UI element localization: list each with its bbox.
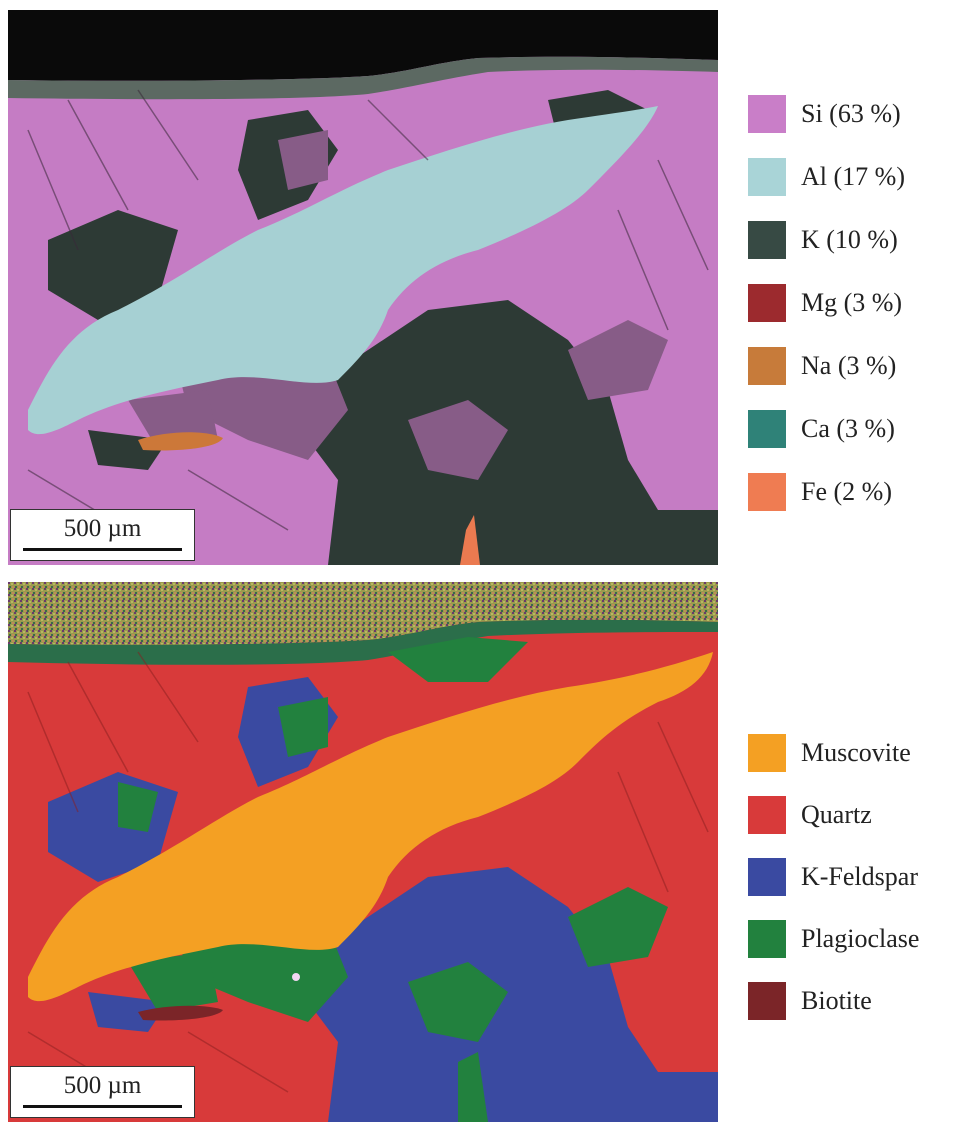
legend-label: Muscovite bbox=[801, 738, 911, 767]
legend-swatch bbox=[748, 796, 786, 834]
legend-item-k-feldspar: K-Feldspar bbox=[748, 846, 919, 908]
legend-item-al: Al (17 %) bbox=[748, 145, 905, 208]
scale-bar-label: 500 µm bbox=[63, 515, 142, 542]
legend-item-si: Si (63 %) bbox=[748, 82, 905, 145]
mineral-legend: Muscovite Quartz K-Feldspar Plagioclase … bbox=[748, 722, 919, 1032]
legend-swatch bbox=[748, 409, 786, 448]
legend-swatch bbox=[748, 982, 786, 1020]
phase-map-image bbox=[8, 582, 718, 1122]
eds-element-map: 500 µm bbox=[8, 10, 718, 565]
legend-item-quartz: Quartz bbox=[748, 784, 919, 846]
legend-label: Plagioclase bbox=[801, 924, 920, 953]
legend-swatch bbox=[748, 94, 786, 133]
legend-item-k: K (10 %) bbox=[748, 208, 905, 271]
legend-item-na: Na (3 %) bbox=[748, 334, 905, 397]
eds-map-image bbox=[8, 10, 718, 565]
legend-swatch bbox=[748, 920, 786, 958]
scale-bar: 500 µm bbox=[10, 509, 195, 561]
legend-item-plagioclase: Plagioclase bbox=[748, 908, 919, 970]
legend-item-mg: Mg (3 %) bbox=[748, 271, 905, 334]
scale-bar-label: 500 µm bbox=[63, 1072, 142, 1099]
legend-item-biotite: Biotite bbox=[748, 970, 919, 1032]
legend-swatch bbox=[748, 283, 786, 322]
legend-label: K (10 %) bbox=[801, 224, 898, 254]
legend-label: Fe (2 %) bbox=[801, 476, 892, 506]
legend-label: K-Feldspar bbox=[801, 862, 918, 891]
legend-swatch bbox=[748, 858, 786, 896]
legend-item-muscovite: Muscovite bbox=[748, 722, 919, 784]
legend-swatch bbox=[748, 734, 786, 772]
scale-bar-line bbox=[23, 1105, 182, 1108]
mineral-phase-map: 500 µm bbox=[8, 582, 718, 1122]
legend-swatch bbox=[748, 346, 786, 385]
scale-bar-line bbox=[23, 548, 182, 551]
legend-swatch bbox=[748, 157, 786, 196]
legend-label: Quartz bbox=[801, 800, 872, 829]
element-legend: Si (63 %) Al (17 %) K (10 %) Mg (3 %) Na… bbox=[748, 82, 905, 523]
legend-swatch bbox=[748, 472, 786, 511]
legend-swatch bbox=[748, 220, 786, 259]
legend-item-ca: Ca (3 %) bbox=[748, 397, 905, 460]
legend-label: Na (3 %) bbox=[801, 350, 897, 380]
legend-label: Biotite bbox=[801, 986, 872, 1015]
legend-label: Mg (3 %) bbox=[801, 287, 903, 317]
legend-item-fe: Fe (2 %) bbox=[748, 460, 905, 523]
legend-label: Al (17 %) bbox=[801, 161, 905, 191]
scale-bar: 500 µm bbox=[10, 1066, 195, 1118]
legend-label: Ca (3 %) bbox=[801, 413, 895, 443]
legend-label: Si (63 %) bbox=[801, 98, 901, 128]
